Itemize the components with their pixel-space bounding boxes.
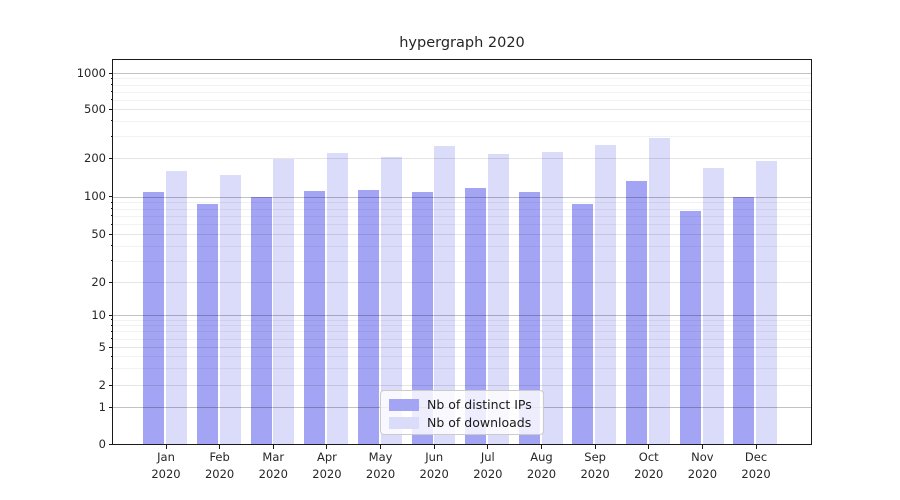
- x-tick-label-sep: Sep 2020: [580, 450, 610, 481]
- bar-downloads-jun: [434, 145, 456, 444]
- y-minor-tick: [111, 208, 113, 210]
- bar-distinct-ips-dec: [733, 197, 755, 444]
- y-minor-tick: [111, 77, 113, 79]
- y-tick-200: [109, 157, 113, 159]
- y-tick-100: [109, 196, 113, 197]
- bar-distinct-ips-jan: [143, 192, 165, 444]
- x-tick-label-oct: Oct 2020: [634, 450, 664, 481]
- bar-downloads-nov: [702, 167, 724, 444]
- chart-title: hypergraph 2020: [399, 35, 525, 51]
- bar-distinct-ips-nov: [679, 210, 701, 444]
- bar-downloads-may: [380, 156, 402, 444]
- x-tick-label-jul: Jul 2020: [473, 450, 503, 481]
- x-tick-aug: [540, 445, 542, 449]
- x-tick-mar: [272, 445, 274, 449]
- y-minor-tick: [111, 99, 113, 101]
- bar-downloads-sep: [595, 144, 617, 444]
- y-tick-5: [109, 346, 113, 348]
- x-tick-label-jan: Jan 2020: [151, 450, 181, 481]
- bar-downloads-mar: [273, 159, 295, 444]
- x-tick-jan: [165, 445, 167, 449]
- y-minor-tick: [111, 338, 113, 340]
- y-tick-500: [109, 108, 113, 110]
- bar-distinct-ips-oct: [626, 181, 648, 444]
- y-minor-tick: [111, 367, 113, 369]
- y-minor-tick: [111, 223, 113, 225]
- bar-downloads-jan: [166, 171, 188, 444]
- y-tick-1: [109, 406, 113, 408]
- x-tick-label-mar: Mar 2020: [258, 450, 288, 481]
- bars-layer: [113, 60, 811, 444]
- y-tick-1000: [109, 72, 113, 74]
- legend-entry-distinct-ips: Nb of distinct IPs: [389, 396, 535, 413]
- x-tick-label-apr: Apr 2020: [312, 450, 342, 481]
- y-minor-tick: [111, 330, 113, 332]
- y-tick-20: [109, 281, 113, 283]
- y-tick-label-0: 0: [98, 436, 106, 451]
- y-tick-label-10: 10: [91, 307, 106, 322]
- x-tick-label-feb: Feb 2020: [204, 450, 235, 481]
- x-tick-may: [380, 445, 382, 449]
- bar-distinct-ips-jun: [411, 192, 433, 444]
- plot-area: [112, 59, 812, 445]
- y-minor-tick: [111, 120, 113, 122]
- bar-downloads-feb: [219, 175, 241, 444]
- x-tick-label-jun: Jun 2020: [419, 450, 449, 481]
- x-tick-label-aug: Aug 2020: [526, 450, 557, 481]
- bar-distinct-ips-sep: [572, 204, 594, 444]
- y-tick-label-1: 1: [98, 399, 106, 414]
- y-minor-tick: [111, 91, 113, 93]
- y-minor-tick: [111, 245, 113, 247]
- legend-swatch-distinct-ips: [389, 398, 419, 411]
- x-tick-label-dec: Dec 2020: [741, 450, 771, 481]
- bar-distinct-ips-may: [357, 190, 379, 444]
- legend-swatch-downloads: [389, 416, 419, 429]
- x-tick-oct: [648, 445, 650, 449]
- y-minor-tick: [111, 355, 113, 357]
- bar-distinct-ips-jul: [465, 188, 487, 444]
- legend-entry-downloads: Nb of downloads: [389, 414, 535, 431]
- x-tick-apr: [326, 445, 328, 449]
- x-tick-dec: [755, 445, 757, 449]
- y-minor-tick: [111, 201, 113, 203]
- y-tick-50: [109, 233, 113, 235]
- x-tick-feb: [219, 445, 221, 449]
- y-minor-tick: [111, 84, 113, 86]
- y-tick-0: [109, 443, 113, 445]
- y-tick-label-500: 500: [84, 101, 106, 116]
- bar-distinct-ips-mar: [250, 196, 272, 444]
- bar-distinct-ips-feb: [196, 204, 218, 444]
- y-tick-2: [109, 384, 113, 386]
- x-tick-label-may: May 2020: [365, 450, 396, 481]
- y-tick-label-5: 5: [98, 339, 106, 354]
- legend-label-distinct-ips: Nb of distinct IPs: [427, 397, 532, 412]
- bar-downloads-dec: [756, 161, 778, 444]
- bar-distinct-ips-apr: [304, 191, 326, 444]
- x-tick-jun: [433, 445, 435, 449]
- y-minor-tick: [111, 319, 113, 321]
- y-tick-label-1000: 1000: [76, 65, 106, 80]
- y-tick-label-20: 20: [91, 274, 106, 289]
- bar-distinct-ips-aug: [518, 192, 540, 444]
- bar-downloads-jul: [488, 154, 510, 444]
- legend: Nb of distinct IPs Nb of downloads: [380, 390, 544, 435]
- y-tick-label-2: 2: [98, 377, 106, 392]
- x-tick-sep: [594, 445, 596, 449]
- y-tick-label-50: 50: [91, 226, 106, 241]
- y-tick-label-200: 200: [84, 150, 106, 165]
- y-minor-tick: [111, 324, 113, 326]
- y-minor-tick: [111, 260, 113, 262]
- y-minor-tick: [111, 215, 113, 217]
- bar-downloads-apr: [327, 153, 349, 444]
- x-tick-jul: [487, 445, 489, 449]
- x-tick-nov: [701, 445, 703, 449]
- bar-downloads-aug: [541, 151, 563, 444]
- x-tick-label-nov: Nov 2020: [687, 450, 718, 481]
- bar-downloads-oct: [648, 137, 670, 444]
- y-tick-10: [109, 314, 113, 316]
- y-minor-tick: [111, 135, 113, 137]
- legend-label-downloads: Nb of downloads: [427, 415, 532, 430]
- y-tick-label-100: 100: [84, 189, 106, 203]
